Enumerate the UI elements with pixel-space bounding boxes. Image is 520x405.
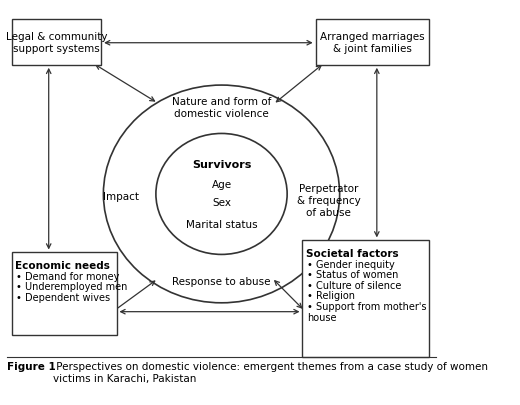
- Text: Societal factors: Societal factors: [306, 248, 399, 258]
- Text: • Demand for money: • Demand for money: [16, 271, 119, 281]
- Text: Nature and form of
domestic violence: Nature and form of domestic violence: [172, 97, 271, 119]
- Text: • Support from mother's
house: • Support from mother's house: [307, 301, 426, 323]
- Text: Survivors: Survivors: [192, 159, 251, 169]
- FancyBboxPatch shape: [316, 19, 430, 66]
- Text: Response to abuse: Response to abuse: [172, 276, 271, 286]
- Text: Perspectives on domestic violence: emergent themes from a case study of women
vi: Perspectives on domestic violence: emerg…: [53, 361, 488, 383]
- Text: Perpetrator
& frequency
of abuse: Perpetrator & frequency of abuse: [297, 184, 360, 217]
- Text: Sex: Sex: [212, 198, 231, 207]
- FancyBboxPatch shape: [303, 241, 430, 357]
- FancyBboxPatch shape: [11, 253, 116, 335]
- Text: • Religion: • Religion: [307, 291, 355, 301]
- Text: • Culture of silence: • Culture of silence: [307, 280, 401, 290]
- Text: Legal & community
support systems: Legal & community support systems: [6, 32, 107, 53]
- Text: Age: Age: [212, 179, 231, 190]
- Text: • Status of women: • Status of women: [307, 270, 398, 279]
- Text: Impact: Impact: [103, 192, 139, 201]
- Text: Arranged marriages
& joint families: Arranged marriages & joint families: [320, 32, 425, 53]
- Text: Economic needs: Economic needs: [15, 260, 110, 270]
- Text: • Underemployed men: • Underemployed men: [16, 282, 127, 292]
- Text: • Dependent wives: • Dependent wives: [16, 292, 110, 302]
- Text: Figure 1: Figure 1: [7, 361, 56, 371]
- Text: Marital status: Marital status: [186, 220, 257, 230]
- Text: • Gender inequity: • Gender inequity: [307, 259, 395, 269]
- FancyBboxPatch shape: [11, 19, 101, 66]
